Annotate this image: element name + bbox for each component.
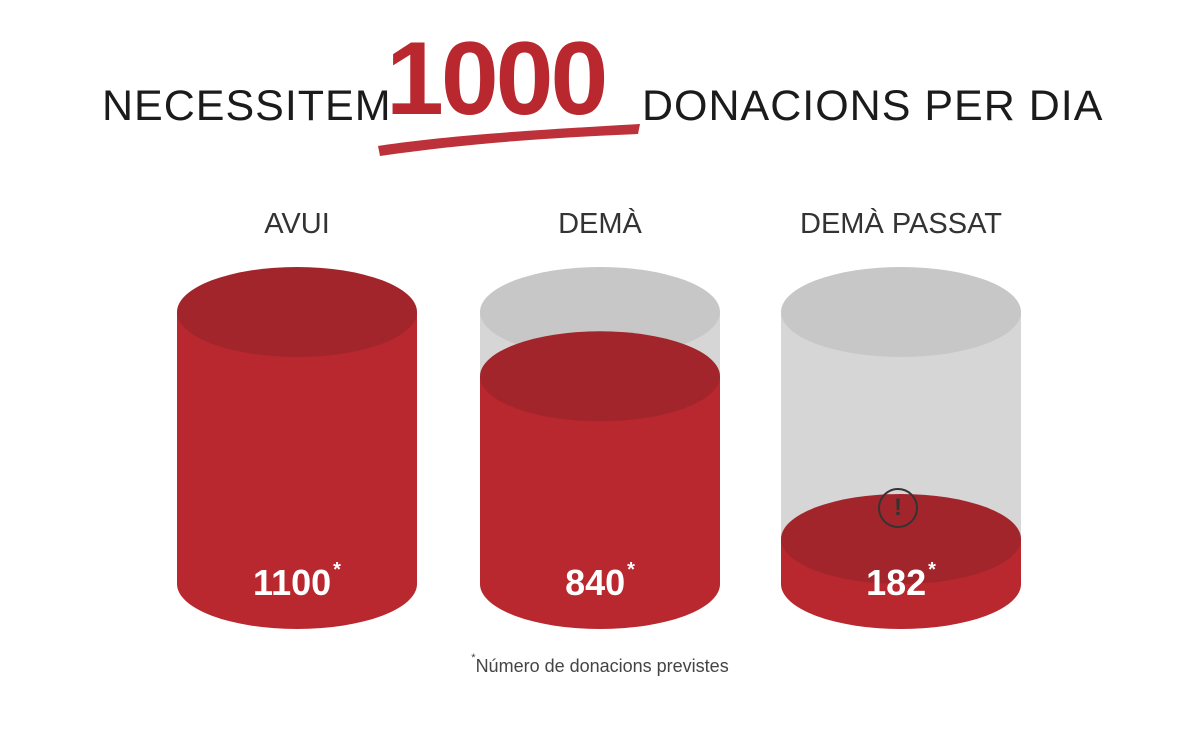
value-label-avui: 1100 * — [253, 559, 341, 603]
cylinder-fill-top-dema — [480, 331, 720, 422]
label-dema: DEMÀ — [558, 208, 642, 240]
cylinder-fill-avui — [177, 312, 417, 584]
cylinder-fill-base-dema — [480, 539, 720, 629]
cylinder-top-empty-dema — [480, 267, 720, 357]
cylinder-fill-base-avui — [177, 539, 417, 629]
cylinder-fill-top-dema-passat — [781, 493, 1021, 584]
footnote: *Número de donacions previstes — [471, 652, 729, 676]
headline-suffix: DONACIONS PER DIA — [642, 82, 1104, 130]
label-dema-passat: DEMÀ PASSAT — [800, 208, 1002, 240]
value-label-dema: 840 * — [565, 559, 635, 603]
value-label-dema-passat: 182 * — [866, 559, 936, 603]
headline: NECESSITEM 1000 DONACIONS PER DIA — [0, 20, 1200, 156]
brush-underline — [378, 124, 640, 156]
headline-number: 1000 — [386, 21, 608, 137]
label-avui: AVUI — [264, 208, 330, 240]
headline-prefix: NECESSITEM — [102, 82, 392, 130]
cylinder-top-empty-dema-passat — [781, 267, 1021, 357]
cylinder-fill-top-avui — [177, 267, 417, 357]
exclamation-circle-icon: ! — [878, 488, 918, 528]
